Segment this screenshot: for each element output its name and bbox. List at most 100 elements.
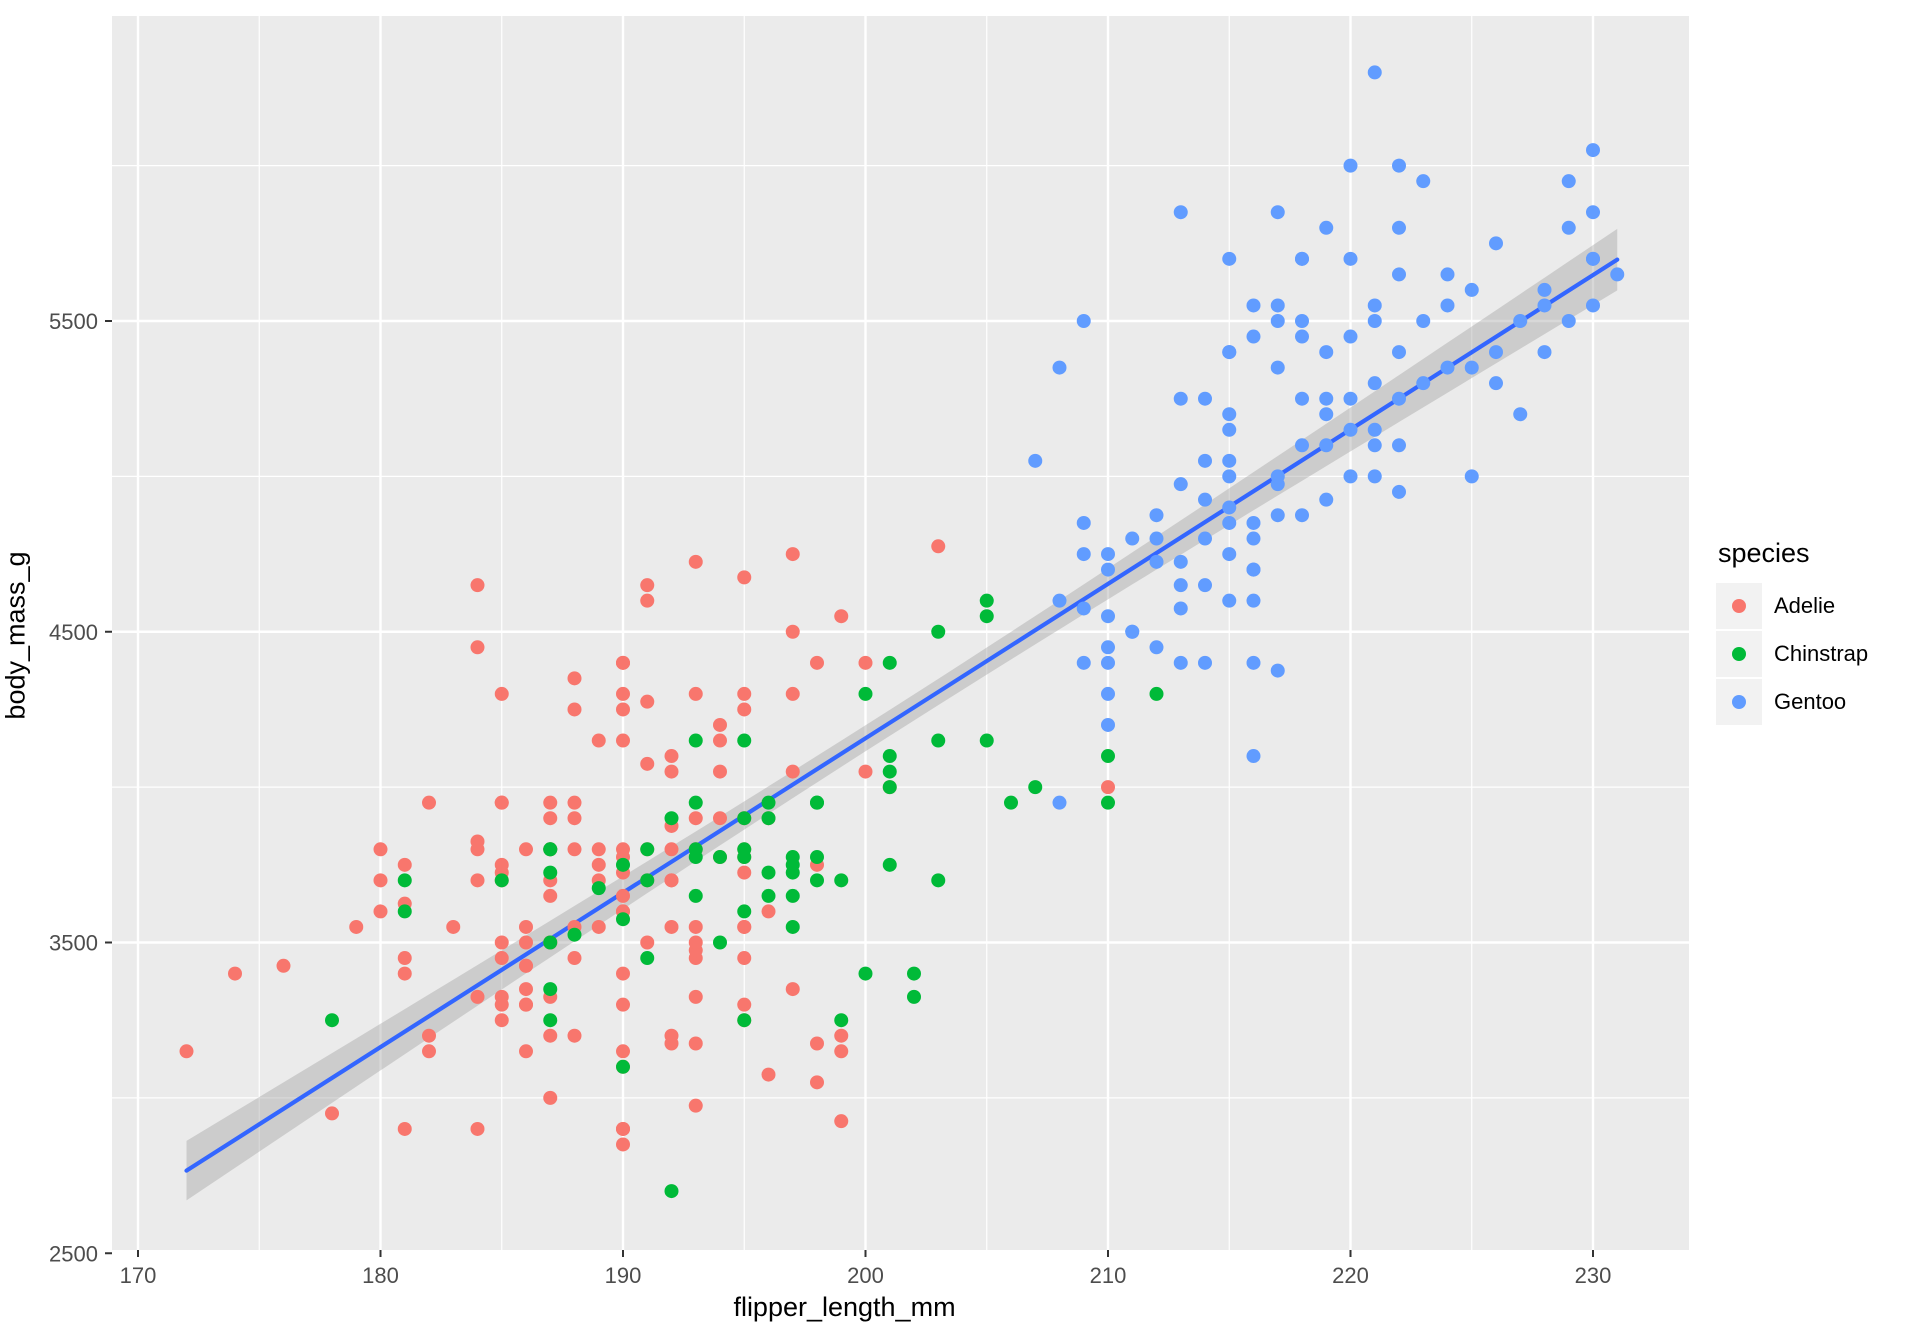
regression-line [184,257,1620,1173]
data-point [1489,345,1503,360]
data-point [1367,65,1382,80]
data-point [373,873,388,888]
data-point [1295,251,1309,266]
data-point [810,1036,824,1051]
data-point [1392,345,1406,360]
data-point [1246,749,1261,764]
data-point [1149,508,1164,523]
data-point [834,1044,849,1059]
data-point [543,865,558,880]
data-point [737,951,752,966]
data-point [1052,795,1067,810]
data-point [567,842,582,857]
data-point [373,842,388,857]
data-point [1513,314,1528,328]
data-point [325,1106,339,1121]
data-point [1270,469,1285,484]
data-point [1173,477,1188,492]
data-point [616,655,630,670]
data-point [519,842,533,857]
legend-label: Adelie [1774,593,1836,618]
data-point [397,1121,412,1136]
data-point [567,795,582,810]
data-point [591,842,606,857]
data-point [761,1067,776,1082]
data-point [737,1013,752,1028]
data-point [737,997,752,1012]
data-point [519,997,533,1012]
data-point [494,873,509,888]
data-point [1392,438,1406,453]
data-point [1076,515,1091,530]
data-point [1489,236,1503,251]
data-point [519,935,533,950]
data-point [616,733,630,748]
data-point [1222,422,1237,437]
data-point [688,1098,703,1113]
data-point [858,655,873,670]
data-point [931,624,946,639]
data-point [640,593,655,608]
data-point [1561,220,1576,235]
data-point [1076,547,1091,562]
data-point [810,873,824,888]
data-point [1222,515,1237,530]
data-point [882,857,897,872]
data-point [664,873,679,888]
data-point [640,694,655,709]
data-point [494,951,509,966]
data-point [1343,329,1358,344]
data-point [882,749,897,764]
data-point [1367,438,1382,453]
data-point [1464,469,1479,484]
data-point [785,919,800,934]
data-point [664,749,679,764]
data-point [494,795,509,810]
data-point [1416,314,1431,328]
gentoo-point-icon [1732,695,1746,709]
data-point [567,1028,582,1043]
data-point [834,873,849,888]
data-point [616,1044,630,1059]
data-point [640,578,655,593]
data-point [1319,345,1334,360]
x-tick-label: 220 [1332,1263,1369,1288]
data-point [1392,391,1406,406]
data-point [1198,453,1212,468]
data-point [1173,554,1188,569]
data-point [1198,578,1212,593]
y-tick-label: 2500 [49,1241,98,1266]
data-point [688,888,703,903]
scatter-points-chinstrap [325,593,1164,1199]
data-point [543,935,558,950]
data-point [664,1184,679,1199]
data-point [543,842,558,857]
chinstrap-point-icon [1732,647,1746,661]
data-point [470,842,485,857]
data-point [1367,469,1382,484]
data-point [1343,158,1358,173]
data-point [1270,508,1285,523]
data-point [1101,547,1115,562]
data-point [713,811,727,826]
data-point [1440,360,1455,375]
data-point [1295,314,1309,328]
data-point [1101,795,1115,810]
data-point [1246,562,1261,577]
data-point [276,958,291,973]
legend-label: Gentoo [1774,689,1847,714]
scatter-points-gentoo [1028,65,1625,810]
legend-label: Chinstrap [1774,641,1869,666]
data-point [470,640,485,655]
data-point [567,671,582,686]
data-point [688,686,703,701]
data-point [1222,345,1237,360]
data-point [664,1028,679,1043]
x-tick-label: 210 [1090,1263,1127,1288]
data-point [1198,391,1212,406]
data-point [1561,174,1576,189]
data-point [1270,360,1285,375]
data-point [761,888,776,903]
data-point [1222,251,1237,266]
